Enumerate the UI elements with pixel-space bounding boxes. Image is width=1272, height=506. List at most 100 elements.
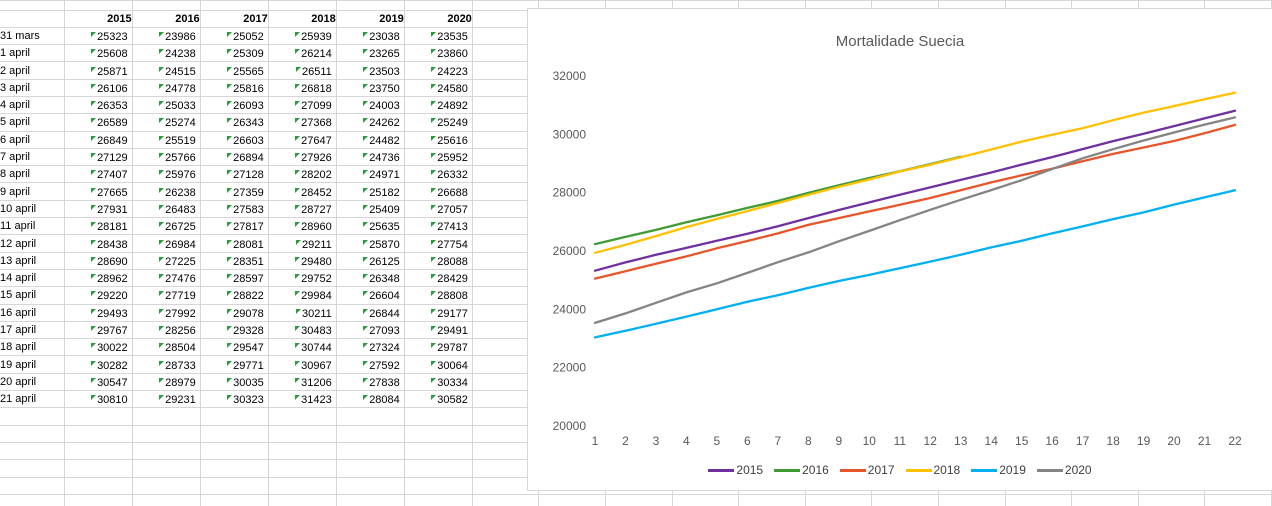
grid-cell[interactable]	[267, 441, 337, 461]
data-cell-2017-6-april[interactable]: 26603	[199, 130, 269, 149]
row-label[interactable]: 10 april	[0, 199, 65, 219]
column-header-2016[interactable]: 2016	[131, 9, 201, 28]
data-cell-2019-7-april[interactable]: 24736	[335, 147, 405, 167]
data-cell-2017-19-april[interactable]: 29771	[199, 355, 269, 374]
grid-cell[interactable]	[0, 493, 65, 506]
data-cell-2017-4-april[interactable]: 26093	[199, 95, 269, 115]
data-cell-2018-10-april[interactable]: 28727	[267, 199, 337, 219]
grid-cell[interactable]	[335, 0, 405, 11]
chart-panel[interactable]: 20000 22000 24000 26000 28000 30000 32000 1 2 3 4 5…	[527, 8, 1272, 491]
data-cell-2019-19-april[interactable]: 27592	[335, 355, 405, 374]
grid-cell[interactable]	[335, 441, 405, 461]
data-cell-2015-13-april[interactable]: 28690	[63, 251, 133, 270]
series-line-2017[interactable]	[593, 123, 1237, 280]
grid-cell[interactable]	[403, 459, 473, 478]
data-cell-2020-14-april[interactable]: 28429	[403, 268, 473, 288]
data-cell-2019-11-april[interactable]: 25635	[335, 217, 405, 236]
data-cell-2018-19-april[interactable]: 30967	[267, 355, 337, 374]
data-cell-2017-3-april[interactable]: 25816	[199, 78, 269, 97]
data-cell-2016-2-april[interactable]: 24515	[131, 61, 201, 80]
data-cell-2017-20-april[interactable]: 30035	[199, 372, 269, 392]
grid-cell[interactable]	[671, 493, 740, 506]
data-cell-2018-14-april[interactable]: 29752	[267, 268, 337, 288]
grid-cell[interactable]	[63, 407, 133, 426]
data-cell-2019-16-april[interactable]: 26844	[335, 303, 405, 322]
data-cell-2016-16-april[interactable]: 27992	[131, 303, 201, 322]
data-cell-2017-11-april[interactable]: 27817	[199, 217, 269, 236]
data-cell-2019-1-april[interactable]: 23265	[335, 44, 405, 63]
grid-cell[interactable]	[199, 441, 269, 461]
data-cell-2016-5-april[interactable]: 25274	[131, 113, 201, 132]
grid-cell[interactable]	[335, 424, 405, 443]
grid-cell[interactable]	[403, 424, 473, 443]
data-cell-2015-16-april[interactable]: 29493	[63, 303, 133, 322]
data-cell-2016-31-mars[interactable]: 23986	[131, 26, 201, 46]
data-cell-2016-11-april[interactable]: 26725	[131, 217, 201, 236]
data-cell-2018-6-april[interactable]: 27647	[267, 130, 337, 149]
grid-cell[interactable]	[199, 476, 269, 495]
column-header-2018[interactable]: 2018	[267, 9, 337, 28]
data-cell-2019-3-april[interactable]: 23750	[335, 78, 405, 97]
grid-cell[interactable]	[1137, 493, 1206, 506]
data-cell-2018-7-april[interactable]: 27926	[267, 147, 337, 167]
row-label[interactable]: 9 april	[0, 182, 65, 201]
data-cell-2018-21-april[interactable]: 31423	[267, 390, 337, 409]
grid-cell[interactable]	[605, 493, 673, 506]
data-cell-2016-10-april[interactable]: 26483	[131, 199, 201, 219]
data-cell-2017-13-april[interactable]: 28351	[199, 251, 269, 270]
data-cell-2019-10-april[interactable]: 25409	[335, 199, 405, 219]
data-cell-2020-10-april[interactable]: 27057	[403, 199, 473, 219]
data-cell-2017-10-april[interactable]: 27583	[199, 199, 269, 219]
grid-cell[interactable]	[538, 493, 606, 506]
grid-cell[interactable]	[403, 493, 473, 506]
data-cell-2019-12-april[interactable]: 25870	[335, 234, 405, 253]
row-label[interactable]: 15 april	[0, 286, 65, 305]
grid-cell[interactable]	[131, 493, 201, 506]
series-line-2019[interactable]	[593, 189, 1237, 339]
row-label[interactable]: 4 april	[0, 95, 65, 115]
data-cell-2019-5-april[interactable]: 24262	[335, 113, 405, 132]
data-cell-2019-17-april[interactable]: 27093	[335, 320, 405, 340]
data-cell-2019-9-april[interactable]: 25182	[335, 182, 405, 201]
data-cell-2019-8-april[interactable]: 24971	[335, 165, 405, 184]
data-cell-2020-9-april[interactable]: 26688	[403, 182, 473, 201]
grid-cell[interactable]	[403, 0, 473, 11]
grid-cell[interactable]	[199, 493, 269, 506]
grid-cell[interactable]	[267, 407, 337, 426]
data-cell-2015-9-april[interactable]: 27665	[63, 182, 133, 201]
grid-cell[interactable]	[335, 476, 405, 495]
data-cell-2016-18-april[interactable]: 28504	[131, 338, 201, 357]
data-cell-2015-7-april[interactable]: 27129	[63, 147, 133, 167]
data-cell-2020-20-april[interactable]: 30334	[403, 372, 473, 392]
row-label[interactable]: 3 april	[0, 78, 65, 97]
data-cell-2018-3-april[interactable]: 26818	[267, 78, 337, 97]
grid-cell[interactable]	[63, 0, 133, 11]
data-cell-2019-21-april[interactable]: 28084	[335, 390, 405, 409]
data-cell-2015-19-april[interactable]: 30282	[63, 355, 133, 374]
row-label[interactable]: 16 april	[0, 303, 65, 322]
series-line-2020[interactable]	[593, 116, 1237, 325]
data-cell-2017-15-april[interactable]: 28822	[199, 286, 269, 305]
data-cell-2016-1-april[interactable]: 24238	[131, 44, 201, 63]
grid-cell[interactable]	[0, 407, 65, 426]
data-cell-2020-21-april[interactable]: 30582	[403, 390, 473, 409]
data-cell-2017-17-april[interactable]: 29328	[199, 320, 269, 340]
row-label[interactable]: 17 april	[0, 320, 65, 340]
data-cell-2020-18-april[interactable]: 29787	[403, 338, 473, 357]
data-cell-2020-16-april[interactable]: 29177	[403, 303, 473, 322]
column-header-2017[interactable]: 2017	[199, 9, 269, 28]
data-cell-2015-18-april[interactable]: 30022	[63, 338, 133, 357]
data-cell-2015-2-april[interactable]: 25871	[63, 61, 133, 80]
data-cell-2019-15-april[interactable]: 26604	[335, 286, 405, 305]
row-label[interactable]: 7 april	[0, 147, 65, 167]
grid-cell[interactable]	[1004, 493, 1073, 506]
data-cell-2019-20-april[interactable]: 27838	[335, 372, 405, 392]
grid-cell[interactable]	[0, 459, 65, 478]
data-cell-2017-18-april[interactable]: 29547	[199, 338, 269, 357]
data-cell-2016-17-april[interactable]: 28256	[131, 320, 201, 340]
data-cell-2018-15-april[interactable]: 29984	[267, 286, 337, 305]
data-cell-2017-14-april[interactable]: 28597	[199, 268, 269, 288]
legend-item-2016[interactable]: 2016	[774, 463, 829, 477]
data-cell-2015-8-april[interactable]: 27407	[63, 165, 133, 184]
grid-cell[interactable]	[1204, 493, 1272, 506]
